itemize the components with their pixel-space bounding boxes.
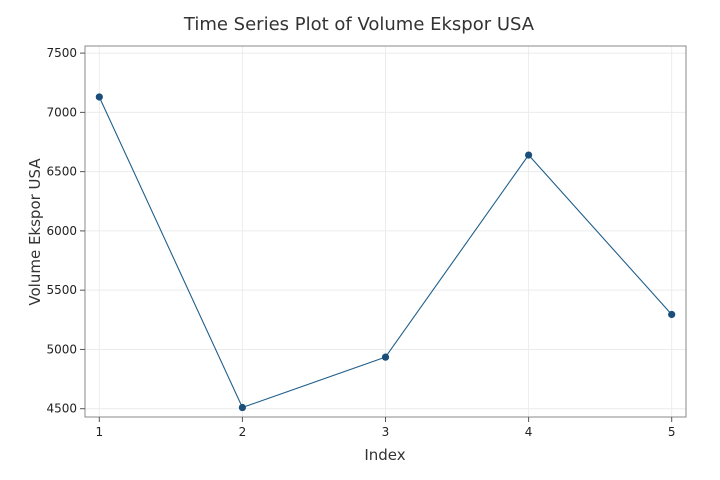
y-tick-label: 5000 — [46, 342, 77, 356]
x-tick-label: 2 — [239, 425, 247, 439]
y-tick-label: 4500 — [46, 402, 77, 416]
x-tick-label: 4 — [525, 425, 533, 439]
x-tick-label: 1 — [95, 425, 103, 439]
data-point — [668, 310, 676, 319]
data-point — [524, 151, 533, 159]
y-tick-label: 7000 — [46, 105, 77, 119]
y-axis-label: Volume Ekspor USA — [26, 158, 44, 306]
data-point — [95, 93, 103, 101]
y-tick-label: 6000 — [46, 224, 77, 238]
x-tick-label: 3 — [382, 425, 390, 439]
y-tick-label: 7500 — [46, 46, 77, 60]
x-axis-label: Index — [364, 446, 405, 464]
y-tick-label: 6500 — [46, 165, 77, 179]
series-layer — [95, 93, 676, 412]
data-point — [381, 353, 390, 361]
y-tick-label: 5500 — [46, 283, 77, 297]
x-tick-label: 5 — [668, 425, 676, 439]
data-point — [238, 403, 247, 412]
chart-title: Time Series Plot of Volume Ekspor USA — [183, 14, 535, 35]
gridlines — [85, 46, 686, 417]
axis-ticks: 4500 5000 5500 6000 6500 7000 7500 1 2 3 4 5 — [46, 46, 675, 439]
